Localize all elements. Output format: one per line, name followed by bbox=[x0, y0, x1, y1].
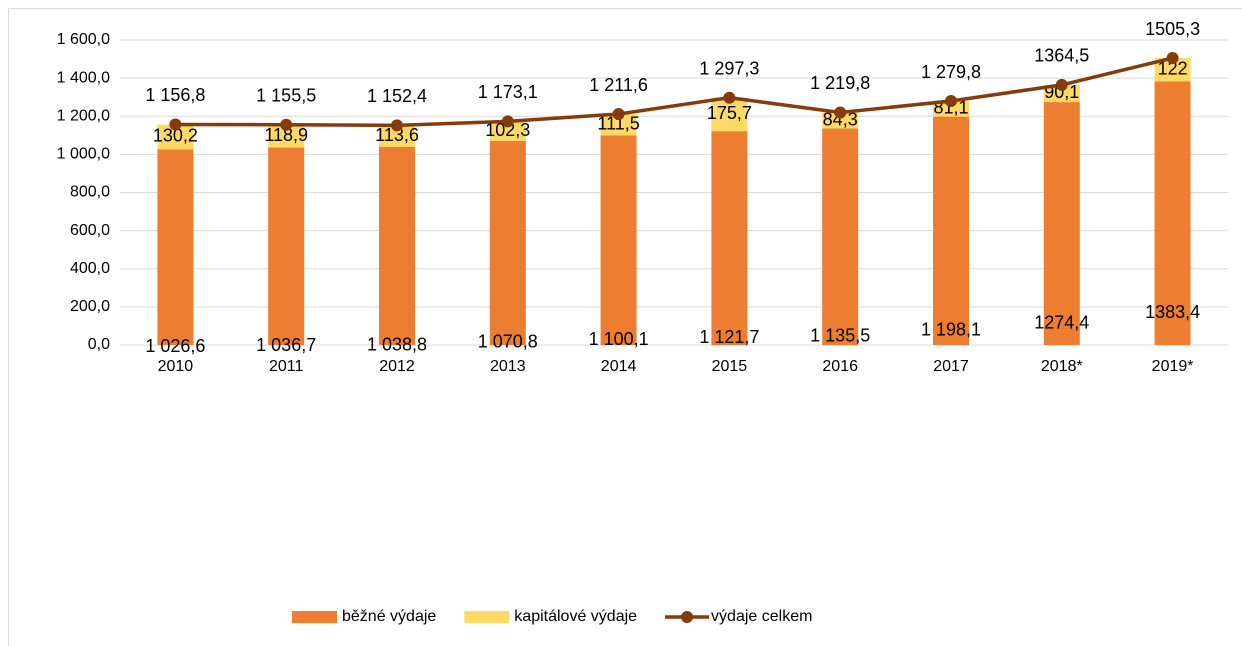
x-tick-label: 2013 bbox=[490, 358, 526, 375]
y-tick-label: 400,0 bbox=[70, 260, 110, 277]
bar-segment bbox=[933, 101, 969, 117]
bar-segment bbox=[1154, 81, 1191, 346]
line-marker bbox=[280, 118, 293, 131]
data-label: 1 173,1 bbox=[478, 82, 538, 102]
bar-segment bbox=[379, 125, 415, 147]
line-marker bbox=[1166, 52, 1179, 65]
x-tick-label: 2012 bbox=[379, 358, 415, 375]
bar-segment bbox=[268, 124, 305, 148]
y-tick-label: 200,0 bbox=[70, 298, 110, 315]
legend-swatch bbox=[292, 611, 337, 623]
x-tick-label: 2017 bbox=[933, 358, 969, 375]
line-marker bbox=[501, 115, 514, 128]
x-tick-label: 2019* bbox=[1152, 358, 1194, 375]
bar-segment bbox=[489, 140, 526, 345]
bar-segment bbox=[600, 135, 637, 345]
data-label: 113,6 bbox=[375, 125, 419, 145]
data-label: 1274,4 bbox=[1034, 312, 1089, 332]
chart-border bbox=[8, 8, 1242, 646]
y-tick-label: 600,0 bbox=[70, 222, 110, 239]
bar-segment bbox=[1043, 84, 1080, 103]
bar-segment bbox=[1043, 102, 1080, 345]
bar-segment bbox=[1154, 58, 1191, 82]
data-label: 1 100,1 bbox=[589, 329, 649, 349]
bar-segment bbox=[379, 146, 415, 345]
x-tick-label: 2018* bbox=[1041, 358, 1083, 375]
data-label: 1 038,8 bbox=[367, 335, 427, 355]
data-label: 130,2 bbox=[153, 126, 198, 146]
legend-label: výdaje celkem bbox=[711, 608, 812, 625]
y-tick-label: 1 400,0 bbox=[57, 69, 110, 86]
bar-segment bbox=[822, 128, 859, 345]
y-tick-label: 1 200,0 bbox=[57, 107, 110, 124]
data-label: 1 152,4 bbox=[367, 86, 427, 106]
legend-swatch bbox=[464, 611, 510, 623]
data-label: 175,7 bbox=[707, 103, 752, 123]
line-marker bbox=[945, 95, 957, 108]
data-label: 111,5 bbox=[597, 113, 639, 133]
y-tick-label: 800,0 bbox=[70, 184, 110, 201]
bar-segment bbox=[157, 149, 194, 345]
data-label: 1 279,8 bbox=[921, 62, 981, 82]
x-tick-label: 2015 bbox=[712, 358, 748, 375]
x-tick-label: 2010 bbox=[158, 358, 194, 375]
data-label: 1 135,5 bbox=[810, 326, 870, 346]
data-label: 1 156,8 bbox=[145, 85, 205, 105]
y-tick-label: 0,0 bbox=[88, 336, 110, 353]
line-marker bbox=[391, 119, 403, 132]
line-marker bbox=[1055, 78, 1068, 91]
data-label: 122 bbox=[1158, 58, 1188, 78]
data-label: 1 219,8 bbox=[810, 73, 870, 93]
data-label: 84,3 bbox=[823, 109, 858, 129]
y-tick-label: 1 000,0 bbox=[57, 146, 110, 163]
line-marker bbox=[612, 108, 625, 121]
x-tick-label: 2011 bbox=[269, 358, 304, 375]
x-tick-label: 2014 bbox=[601, 358, 637, 375]
line-marker bbox=[169, 118, 182, 131]
legend-label: kapitálové výdaje bbox=[514, 608, 637, 625]
data-label: 1 026,6 bbox=[145, 336, 205, 356]
y-tick-label: 1 600,0 bbox=[57, 31, 110, 48]
bar-segment bbox=[711, 131, 748, 345]
bar-segment bbox=[822, 112, 859, 129]
data-label: 1 198,1 bbox=[921, 320, 981, 340]
line-marker bbox=[723, 91, 736, 104]
data-label: 1505,3 bbox=[1145, 19, 1200, 39]
data-label: 1364,5 bbox=[1034, 46, 1089, 66]
data-label: 1 297,3 bbox=[699, 58, 759, 78]
line bbox=[175, 56, 1174, 128]
x-tick-label: 2016 bbox=[822, 358, 858, 375]
data-label: 1 211,6 bbox=[589, 75, 648, 95]
legend-label: běžné výdaje bbox=[342, 608, 436, 625]
bar-segment bbox=[268, 147, 305, 345]
data-label: 1 121,7 bbox=[699, 327, 759, 347]
bar-segment bbox=[600, 114, 637, 136]
bar-segment bbox=[933, 116, 969, 346]
legend-swatch bbox=[681, 611, 694, 623]
data-label: 1 155,5 bbox=[256, 85, 316, 105]
data-label: 1 070,8 bbox=[478, 332, 538, 352]
data-label: 102,3 bbox=[485, 120, 530, 140]
line-marker bbox=[834, 106, 847, 119]
bar-segment bbox=[489, 121, 526, 141]
data-label: 1383,4 bbox=[1145, 302, 1200, 322]
data-label: 118,9 bbox=[264, 125, 308, 145]
data-label: 1 036,7 bbox=[256, 335, 316, 355]
